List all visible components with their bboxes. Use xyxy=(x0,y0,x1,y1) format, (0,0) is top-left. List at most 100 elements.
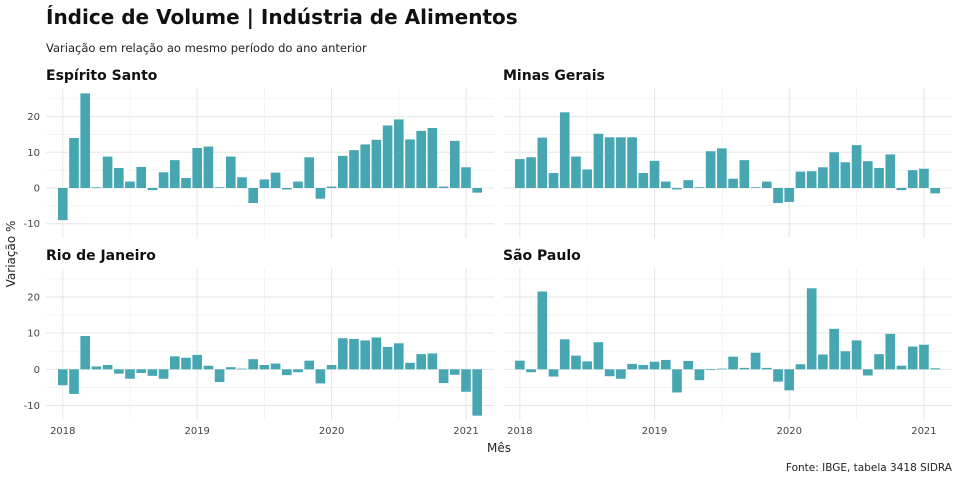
bar xyxy=(548,173,559,188)
bar xyxy=(705,369,716,371)
bar xyxy=(461,167,471,188)
bar xyxy=(919,168,929,188)
bar xyxy=(91,366,102,370)
x-tick-label: 2018 xyxy=(507,426,532,437)
bar xyxy=(270,363,281,370)
bar xyxy=(571,156,581,188)
bar xyxy=(382,125,393,188)
bar xyxy=(113,369,124,374)
bar xyxy=(337,155,348,188)
bar xyxy=(393,119,404,188)
bar xyxy=(829,152,839,188)
bar xyxy=(259,364,270,370)
bar xyxy=(281,188,292,190)
bar xyxy=(862,161,873,188)
bar xyxy=(360,340,371,370)
y-tick-label: -10 xyxy=(24,219,40,230)
bar xyxy=(773,188,783,203)
bar xyxy=(293,369,303,373)
bar xyxy=(806,288,817,370)
bar xyxy=(57,188,68,221)
x-tick-label: 2020 xyxy=(777,426,802,437)
bar xyxy=(416,130,427,188)
x-tick-label: 2021 xyxy=(911,426,936,437)
bar xyxy=(102,364,113,370)
bar xyxy=(416,354,427,370)
x-tick-label: 2021 xyxy=(453,426,478,437)
bar xyxy=(147,369,158,376)
bar xyxy=(907,170,918,188)
bar xyxy=(248,188,259,203)
bar xyxy=(169,160,180,188)
bar xyxy=(438,186,449,188)
bar xyxy=(795,364,806,370)
x-tick-label: 2019 xyxy=(184,426,209,437)
bar xyxy=(80,93,91,188)
bar xyxy=(270,172,281,188)
bar xyxy=(69,138,79,188)
bar xyxy=(449,369,460,375)
source-caption: Fonte: IBGE, tabela 3418 SIDRA xyxy=(785,462,952,474)
bar xyxy=(672,188,682,190)
x-tick-label: 2018 xyxy=(50,426,75,437)
bar xyxy=(125,369,135,379)
bar xyxy=(728,356,738,370)
bar xyxy=(694,369,705,381)
bar xyxy=(169,356,180,370)
bar xyxy=(627,137,637,188)
bar xyxy=(237,177,247,188)
bar xyxy=(874,168,884,188)
bar xyxy=(349,150,359,188)
bar xyxy=(750,187,761,188)
bar xyxy=(818,167,828,188)
bar xyxy=(638,173,649,188)
bar xyxy=(717,148,727,188)
panel-title: Minas Gerais xyxy=(503,68,605,84)
bar xyxy=(683,361,694,370)
bar xyxy=(371,139,382,188)
x-tick-label: 2019 xyxy=(642,426,667,437)
bar xyxy=(694,187,705,188)
bar xyxy=(248,359,259,370)
bar xyxy=(885,154,896,188)
bar xyxy=(795,171,806,188)
bar xyxy=(237,368,247,370)
bar xyxy=(705,151,716,188)
bar xyxy=(225,156,236,188)
bar xyxy=(548,369,559,377)
bar xyxy=(907,346,918,370)
bar xyxy=(147,188,158,191)
bar xyxy=(293,181,303,188)
bar xyxy=(158,172,169,188)
bar xyxy=(526,369,536,373)
bar xyxy=(181,357,191,370)
bar xyxy=(326,364,337,370)
bar xyxy=(125,181,135,188)
bar xyxy=(806,171,817,188)
bar xyxy=(360,144,371,188)
bar xyxy=(919,344,929,370)
bar xyxy=(930,368,940,370)
bar xyxy=(102,156,113,188)
bar xyxy=(192,354,203,370)
bar xyxy=(315,188,326,199)
bar xyxy=(896,188,907,191)
bar xyxy=(649,160,660,188)
bar xyxy=(604,137,615,188)
bar xyxy=(405,362,415,370)
y-tick-label: 0 xyxy=(34,184,40,195)
bar xyxy=(840,162,851,188)
bar xyxy=(371,337,382,370)
bar xyxy=(593,342,604,370)
bar xyxy=(382,346,393,370)
bar xyxy=(225,367,236,370)
x-axis-label: Mês xyxy=(487,441,511,455)
bar xyxy=(761,367,772,370)
bar xyxy=(773,369,783,382)
bar xyxy=(717,368,727,370)
bar xyxy=(571,355,581,370)
bar xyxy=(784,369,795,391)
bar xyxy=(660,181,671,188)
bar xyxy=(515,159,525,188)
panel-title: Rio de Janeiro xyxy=(46,248,156,264)
